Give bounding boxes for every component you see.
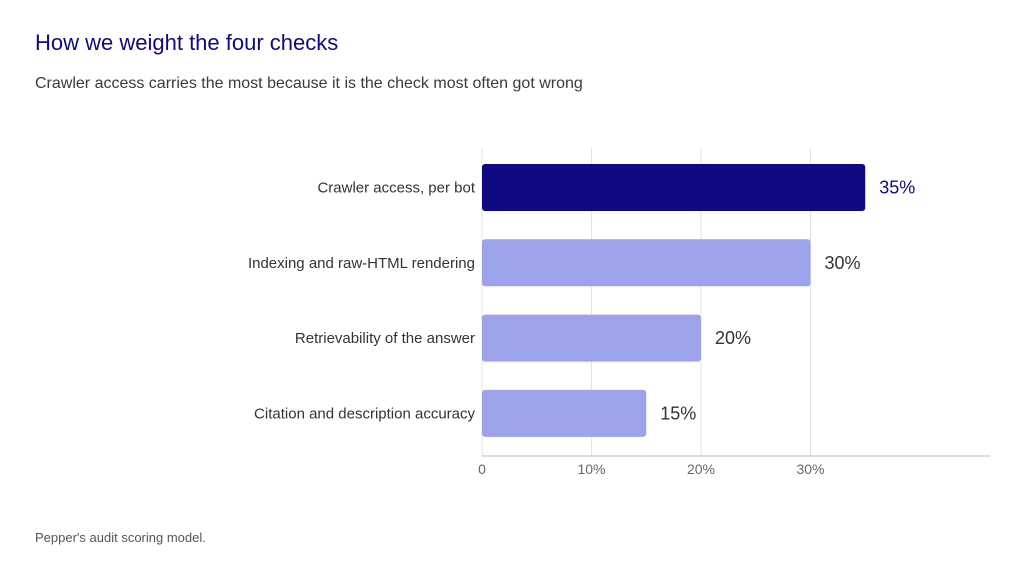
bar: [482, 389, 647, 437]
category-label: Citation and description accuracy: [254, 405, 475, 422]
value-label: 30%: [825, 253, 861, 273]
x-tick-label: 20%: [687, 461, 715, 477]
category-label: Indexing and raw-HTML rendering: [248, 255, 475, 272]
chart-subtitle: Crawler access carries the most because …: [35, 75, 583, 92]
x-tick-label: 0: [478, 461, 486, 477]
bar: [482, 239, 811, 287]
category-label: Retrievability of the answer: [295, 330, 475, 347]
value-label: 35%: [879, 178, 915, 198]
bar: [482, 314, 701, 362]
bar: [482, 164, 866, 211]
category-label: Crawler access, per bot: [317, 180, 475, 197]
x-axis: 0 10% 20% 30%: [478, 455, 990, 477]
value-label: 20%: [715, 328, 751, 348]
value-label: 15%: [660, 403, 696, 423]
chart-title: How we weight the four checks: [35, 30, 339, 55]
bars: [482, 164, 866, 437]
x-tick-label: 30%: [796, 461, 824, 477]
labels: Crawler access, per bot 35% Indexing and r…: [248, 178, 915, 424]
chart-source-note: Pepper's audit scoring model.: [35, 530, 206, 545]
x-tick-label: 10%: [577, 461, 605, 477]
